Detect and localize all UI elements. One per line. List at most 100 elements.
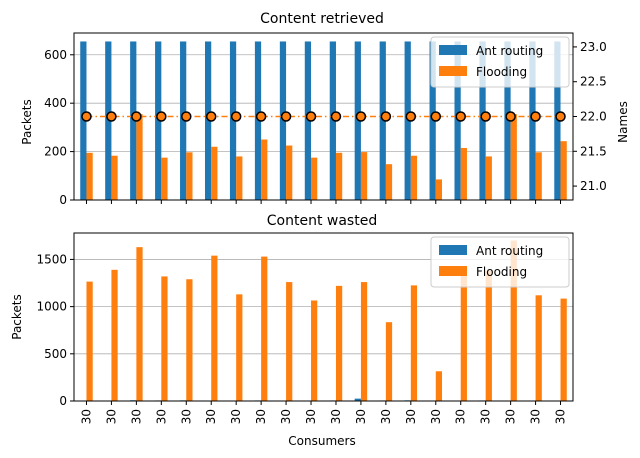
bars bbox=[80, 41, 567, 201]
bar-ant-routing bbox=[504, 41, 511, 201]
names-point bbox=[380, 111, 392, 122]
x-tick-label: 30 bbox=[529, 409, 543, 424]
x-tick-label: 30 bbox=[129, 409, 143, 424]
legend-swatch bbox=[439, 266, 467, 276]
names-point bbox=[555, 111, 566, 122]
bar-ant-routing bbox=[429, 41, 436, 201]
names-point bbox=[430, 111, 442, 122]
bar-ant-routing bbox=[554, 41, 561, 201]
legend-label: Ant routing bbox=[476, 44, 543, 58]
names-point bbox=[280, 111, 292, 122]
names-point bbox=[355, 111, 367, 122]
panel-title: Content retrieved bbox=[260, 11, 384, 27]
names-point bbox=[455, 111, 466, 122]
y2-tick-label: 22.5 bbox=[580, 75, 607, 89]
x-tick-label: 30 bbox=[379, 409, 393, 424]
bar-flooding bbox=[385, 164, 393, 200]
x-tick-label: 30 bbox=[479, 409, 493, 424]
x-tick-label: 30 bbox=[279, 409, 293, 424]
names-point bbox=[305, 111, 317, 122]
x-tick-label: 30 bbox=[429, 409, 443, 424]
bar-flooding bbox=[410, 285, 418, 401]
x-tick-label: 30 bbox=[154, 409, 168, 424]
names-point bbox=[255, 111, 267, 122]
names-point bbox=[530, 111, 541, 122]
legend-label: Flooding bbox=[476, 65, 527, 79]
bar-ant-routing bbox=[329, 41, 336, 201]
bar-flooding bbox=[360, 282, 368, 401]
bar-flooding bbox=[435, 371, 443, 401]
x-tick-label: 30 bbox=[204, 409, 218, 424]
bar-flooding bbox=[236, 156, 243, 200]
names-point bbox=[405, 111, 417, 122]
x-axis-ticks bbox=[85, 200, 562, 204]
bar-flooding bbox=[86, 281, 93, 401]
y-tick-label: 400 bbox=[44, 96, 67, 110]
bar-ant-routing bbox=[304, 41, 312, 201]
bar-flooding bbox=[111, 269, 118, 401]
names-point bbox=[330, 111, 342, 122]
bar-ant-routing bbox=[404, 41, 411, 201]
bar-flooding bbox=[311, 157, 318, 200]
x-tick-label: 30 bbox=[329, 409, 343, 424]
bar-ant-routing bbox=[155, 41, 162, 201]
x-tick-label: 30 bbox=[304, 409, 318, 424]
panel-title: Content wasted bbox=[267, 213, 377, 229]
x-tick-label: 30 bbox=[179, 409, 193, 424]
bar-flooding bbox=[385, 322, 393, 401]
bar-flooding bbox=[286, 282, 293, 401]
bar-flooding bbox=[261, 139, 268, 200]
y2-tick-label: 21.0 bbox=[580, 179, 607, 193]
bar-ant-routing bbox=[80, 41, 87, 201]
legend: Ant routing Flooding bbox=[430, 236, 570, 288]
bar-ant-routing bbox=[279, 41, 287, 201]
legend-label: Ant routing bbox=[476, 244, 543, 258]
bar-flooding bbox=[86, 152, 93, 200]
bar-flooding bbox=[236, 294, 243, 401]
bar-ant-routing bbox=[479, 41, 486, 201]
bar-flooding bbox=[510, 114, 517, 200]
secondary-y-axis-title: Names bbox=[616, 101, 630, 143]
y-axis-title: Packets bbox=[20, 99, 34, 145]
bar-flooding bbox=[136, 114, 143, 200]
bar-flooding bbox=[535, 152, 542, 200]
x-axis-title: Consumers bbox=[288, 434, 355, 448]
x-tick-label: 30 bbox=[254, 409, 268, 424]
y-tick-label: 0 bbox=[59, 193, 67, 207]
x-tick-label: 30 bbox=[79, 409, 93, 424]
panel-content-retrieved: Content retrieved 0 200 400 600 21.0 21.5 22.… bbox=[20, 11, 630, 207]
names-point bbox=[81, 111, 92, 122]
names-point bbox=[131, 111, 142, 122]
bar-flooding bbox=[111, 155, 118, 200]
y2-tick-label: 21.5 bbox=[580, 144, 607, 158]
y-tick-label: 0 bbox=[59, 394, 67, 408]
bar-flooding bbox=[211, 146, 218, 200]
bar-ant-routing bbox=[529, 41, 536, 201]
y-axis-ticks: 0 200 400 600 bbox=[44, 48, 74, 207]
bar-flooding bbox=[136, 247, 143, 401]
x-tick-label: 30 bbox=[454, 409, 468, 424]
bar-flooding bbox=[335, 285, 343, 401]
bar-flooding bbox=[360, 152, 368, 200]
names-point bbox=[156, 111, 167, 122]
y2-tick-label: 23.0 bbox=[580, 40, 607, 54]
bar-ant-routing bbox=[454, 41, 461, 201]
y-tick-label: 1000 bbox=[36, 300, 67, 314]
bar-ant-routing bbox=[379, 41, 386, 201]
bar-flooding bbox=[560, 298, 567, 401]
bar-flooding bbox=[535, 295, 542, 401]
bar-ant-routing bbox=[229, 41, 237, 201]
y-tick-label: 500 bbox=[44, 347, 67, 361]
x-tick-label: 30 bbox=[554, 409, 568, 424]
legend-label: Flooding bbox=[476, 265, 527, 279]
bar-flooding bbox=[485, 156, 492, 200]
bars bbox=[80, 240, 567, 401]
legend-swatch bbox=[439, 245, 467, 255]
bar-flooding bbox=[161, 276, 168, 401]
y-axis-ticks: 0 500 1000 1500 bbox=[36, 252, 74, 408]
bar-flooding bbox=[560, 141, 567, 200]
legend-swatch bbox=[439, 66, 467, 76]
x-tick-label: 30 bbox=[504, 409, 518, 424]
